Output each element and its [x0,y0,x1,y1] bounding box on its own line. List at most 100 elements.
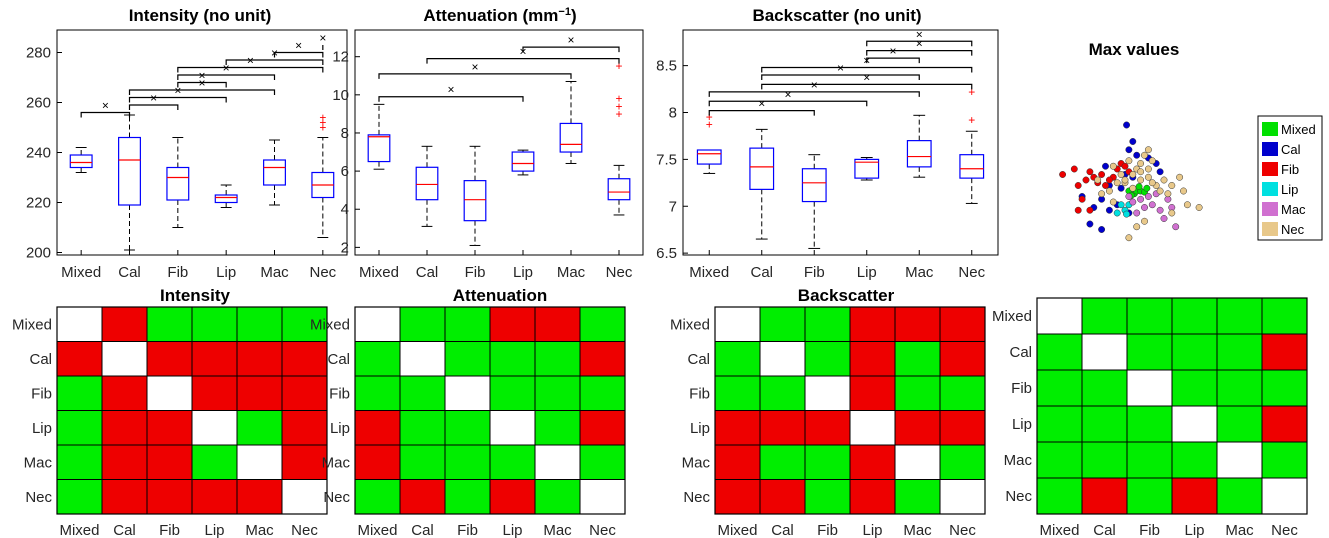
heatmap-cell [489,410,536,446]
chart-title: Intensity [160,286,230,305]
scatter-point-nec [1109,162,1117,170]
scatter-point-nec [1137,176,1145,184]
heatmap-cell [354,479,401,515]
legend-swatch-cal [1262,142,1278,156]
heatmap-cell [236,444,283,480]
y-tick-label: 2 [341,239,349,256]
outlier-marker: + [706,110,713,124]
heatmap-cell [1036,297,1083,335]
scatter-point-nec [1125,234,1133,242]
outlier-marker: + [319,121,326,135]
scatter-point-nec [1137,168,1145,176]
significance-bracket [761,66,973,73]
heatmap-cell [281,375,328,411]
heatmap-cell [354,410,401,446]
y-tick-label: Fib [1011,380,1032,397]
outlier-marker: + [615,59,622,73]
scatter-point-cal [1086,220,1094,228]
heatmap-cell [894,341,941,377]
heatmap-cell [804,306,851,342]
x-tick-label: Nec [958,264,985,281]
heatmap-cell [281,410,328,446]
x-tick-label: Mixed [1039,522,1079,538]
scatter-point-lip [1113,209,1121,217]
x-tick-label: Nec [1271,522,1298,538]
heatmap-cell [714,410,761,446]
y-tick-label: Mac [322,454,351,471]
significance-mark: × [447,83,454,97]
scatter-point-mac [1133,209,1141,217]
y-tick-label: Fib [689,385,710,402]
heatmap-cell [714,306,761,342]
scatter-point-nec [1105,187,1113,195]
scatter-point-nec [1137,160,1145,167]
heatmap-cell [1081,333,1128,371]
outlier-marker: + [319,116,326,130]
heatmap-cell [236,410,283,446]
x-tick-label: Mixed [717,522,757,538]
x-tick-label: Fib [1139,522,1160,538]
heatmap-cell [191,444,238,480]
heatmap-cell [894,306,941,342]
x-tick-label: Cal [416,264,439,281]
heatmap-cell [146,410,193,446]
significance-bracket [177,74,276,80]
heatmap-cell [894,410,941,446]
boxplot-1: Intensity (no unit) 200 220 240 260 280 Mixed C… [26,6,348,281]
significance-bracket [80,111,131,118]
heatmap-cell [1126,369,1173,407]
significance-mark: × [784,87,791,101]
x-tick-label: Mixed [359,264,399,281]
heatmap-cell [1171,405,1218,443]
heatmap-cell [939,444,986,480]
legend-label: Cal [1281,142,1301,157]
legend-swatch-mac [1262,202,1278,216]
scatter-point-nec [1144,165,1152,173]
scatter-point-fib [1105,176,1113,184]
heatmap-cell [444,410,491,446]
heatmap-3: Backscatter Mixed Mixed Cal Cal Fib Fib Lip Lip M… [670,286,986,538]
y-tick-label: 7.5 [656,151,677,168]
heatmap-cell [579,341,626,377]
heatmap-cell [1036,405,1083,443]
heatmap-cell [759,306,806,342]
heatmap-cell [1261,369,1308,407]
y-tick-label: Mixed [992,308,1032,325]
heatmap-cell [579,410,626,446]
x-tick-label: Mac [260,264,289,281]
significance-mark: × [471,60,478,74]
heatmap-cell [759,479,806,515]
heatmap-cell [714,341,761,377]
y-tick-label: 8 [341,125,349,142]
heatmap-cell [444,375,491,411]
y-tick-label: 7 [669,198,677,215]
heatmap-cell [281,479,328,515]
heatmap-cell [534,410,581,446]
x-tick-label: Fib [804,264,825,281]
scatter-point-mac [1129,198,1137,206]
significance-mark: × [295,39,302,53]
box-nec [959,154,985,179]
scatter-point-fib [1086,168,1094,176]
heatmap-cell [759,410,806,446]
scatter-point-nec [1125,157,1133,165]
heatmap-cell [939,410,986,446]
heatmap-cell [1081,297,1128,335]
heatmap-cell [759,444,806,480]
x-tick-label: Lip [204,522,224,538]
significance-bracket [177,66,324,73]
scatter-point-fib [1121,162,1129,170]
scatter-point-nec [1133,223,1141,231]
x-tick-label: Lip [513,264,533,281]
y-tick-label: 8.5 [656,58,677,75]
heatmap-cell [849,479,896,515]
heatmap-cell [579,444,626,480]
scatter-point-nec [1113,179,1121,187]
heatmap-cell [849,306,896,342]
heatmap-cell [849,410,896,446]
y-tick-label: Nec [25,489,52,506]
x-tick-label: Mac [245,522,274,538]
heatmap-frame [1036,297,1308,515]
heatmap-cell [1036,369,1083,407]
scatter-point-cal [1102,162,1109,170]
